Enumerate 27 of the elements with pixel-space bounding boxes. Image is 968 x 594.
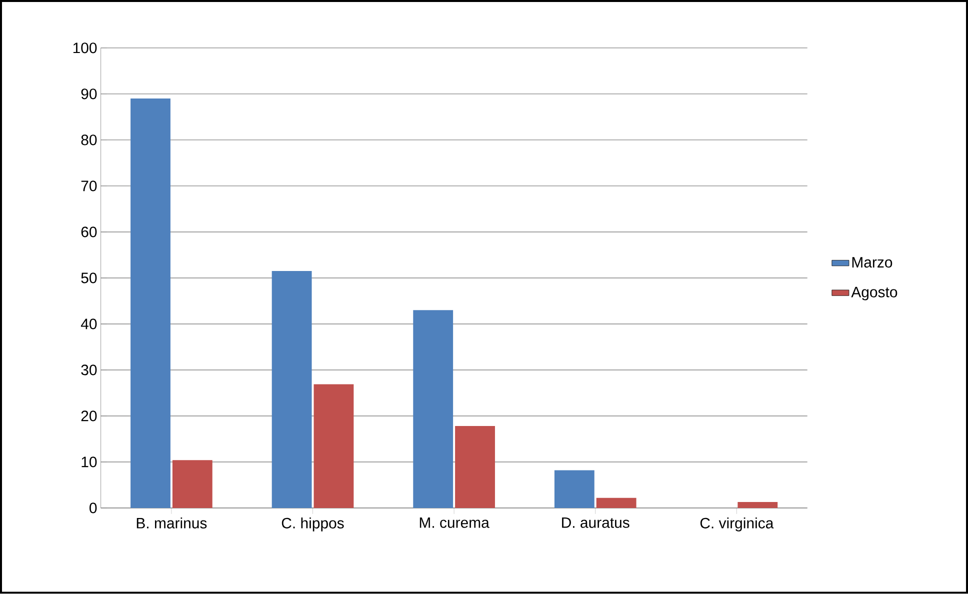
legend-label: Agosto — [851, 287, 898, 300]
y-tick-label: 100 — [73, 42, 97, 54]
bar — [130, 98, 170, 508]
y-tick-label: 90 — [81, 88, 97, 100]
y-tick-label: 80 — [81, 134, 97, 146]
bar — [314, 384, 354, 508]
x-tick-label: D. auratus — [562, 518, 630, 528]
bar — [272, 271, 312, 508]
bar — [455, 426, 495, 508]
x-tick-label: C. virginica — [700, 518, 774, 532]
y-tick-label: 70 — [81, 180, 97, 192]
bar — [738, 502, 778, 508]
y-tick-label: 50 — [81, 272, 97, 284]
x-tick-label: M. curema — [420, 518, 490, 528]
x-tick-label: C. hippos — [282, 518, 344, 532]
y-tick-label: 20 — [81, 410, 97, 422]
y-tick-label: 60 — [81, 226, 97, 238]
y-tick-label: 40 — [80, 318, 97, 330]
y-tick-label: 0 — [90, 502, 97, 514]
bar — [554, 470, 594, 508]
legend-label: Marzo — [852, 257, 892, 268]
bar — [596, 498, 636, 508]
bar — [172, 460, 212, 508]
bar — [413, 310, 454, 508]
y-tick-label: 30 — [81, 364, 97, 376]
y-tick-label: 10 — [82, 456, 97, 468]
x-tick-label: B. marinus — [136, 518, 207, 529]
